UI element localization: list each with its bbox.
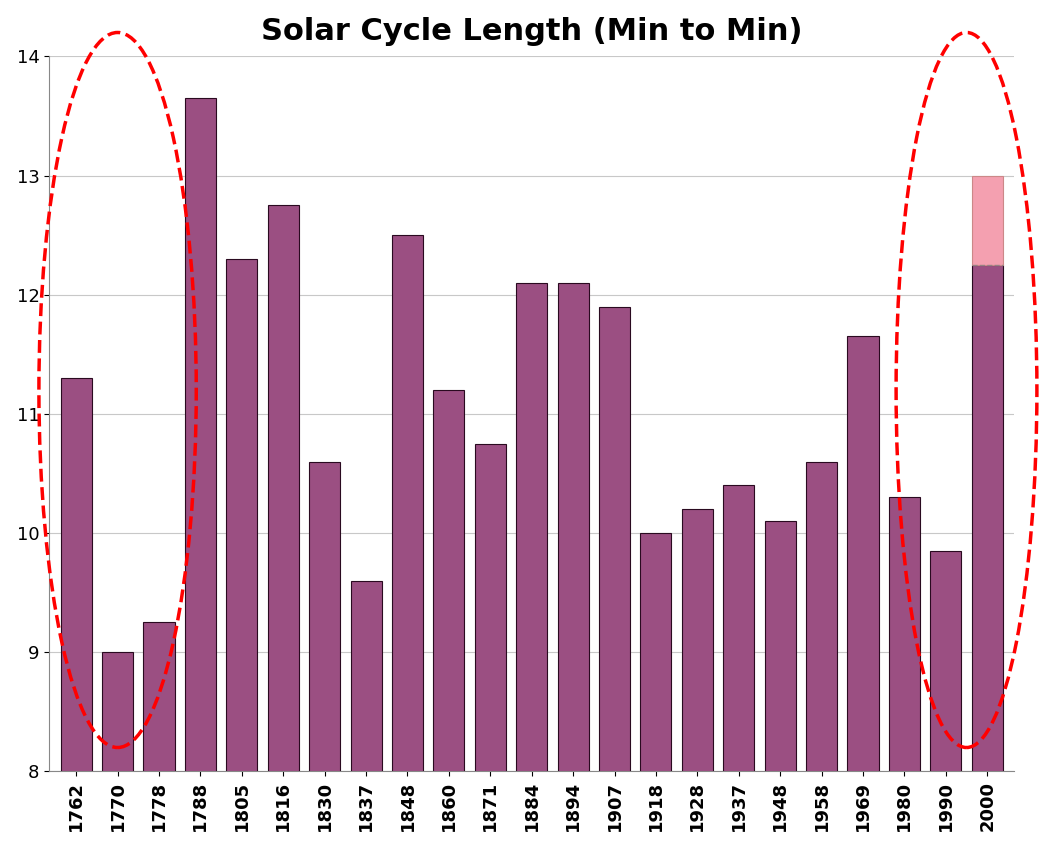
Bar: [434, 390, 464, 848]
Bar: [764, 522, 796, 848]
Bar: [227, 259, 257, 848]
Bar: [971, 176, 1003, 265]
Bar: [889, 497, 920, 848]
Bar: [806, 461, 837, 848]
Bar: [640, 533, 671, 848]
Bar: [268, 205, 299, 848]
Bar: [723, 485, 754, 848]
Bar: [61, 378, 91, 848]
Bar: [185, 98, 216, 848]
Bar: [971, 265, 1003, 848]
Bar: [517, 282, 547, 848]
Bar: [847, 337, 879, 848]
Title: Solar Cycle Length (Min to Min): Solar Cycle Length (Min to Min): [261, 17, 802, 46]
Bar: [475, 444, 506, 848]
Bar: [309, 461, 340, 848]
Bar: [102, 652, 133, 848]
Bar: [392, 235, 423, 848]
Bar: [598, 307, 630, 848]
Bar: [351, 581, 381, 848]
Bar: [681, 509, 713, 848]
Bar: [558, 282, 589, 848]
Bar: [144, 622, 174, 848]
Bar: [930, 551, 962, 848]
